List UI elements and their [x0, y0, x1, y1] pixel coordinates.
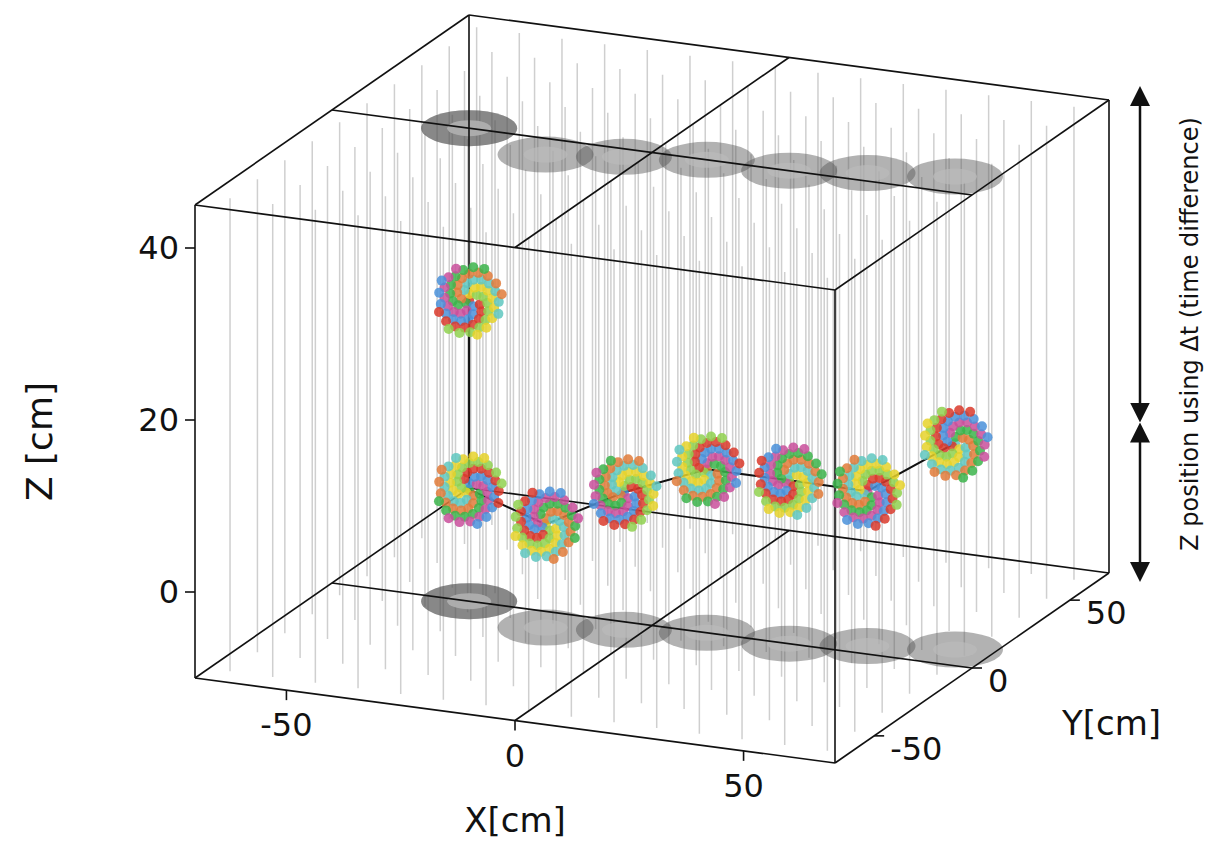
svg-text:Z [cm]: Z [cm]: [19, 382, 60, 501]
svg-text:0: 0: [505, 737, 525, 775]
svg-text:50: 50: [723, 767, 764, 805]
svg-text:-50: -50: [890, 730, 942, 768]
svg-text:Y[cm]: Y[cm]: [1061, 703, 1161, 743]
svg-text:Z position using Δt (time diff: Z position using Δt (time difference): [1176, 117, 1204, 551]
svg-text:0: 0: [159, 573, 179, 611]
svg-text:-50: -50: [260, 706, 312, 744]
svg-text:50: 50: [1086, 594, 1127, 632]
svg-text:40: 40: [138, 229, 179, 267]
svg-text:20: 20: [138, 401, 179, 439]
svg-text:X[cm]: X[cm]: [464, 800, 566, 840]
svg-text:0: 0: [988, 662, 1008, 700]
